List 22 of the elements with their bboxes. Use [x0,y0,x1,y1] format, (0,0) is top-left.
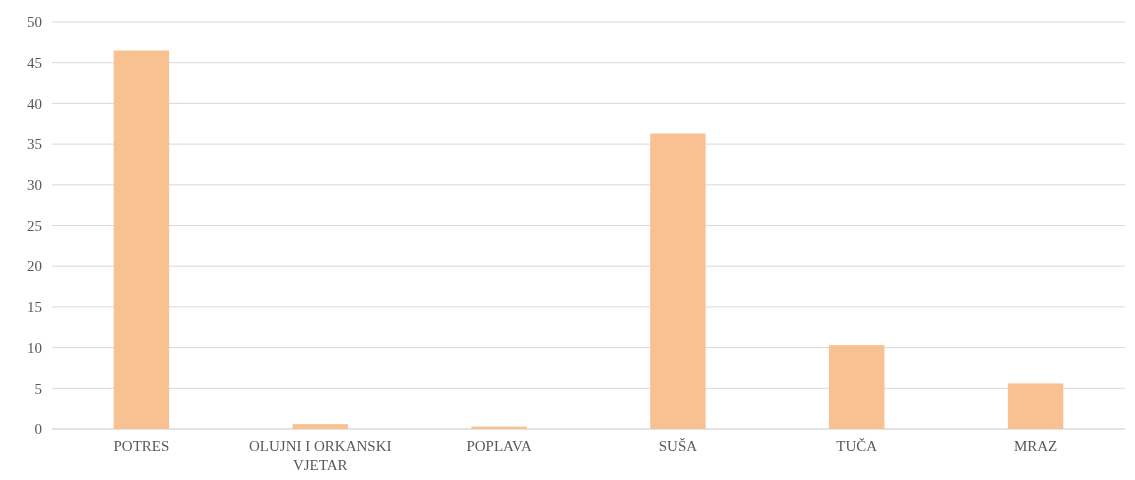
y-tick-label: 40 [27,95,42,112]
bar [829,345,885,429]
y-tick-label: 30 [27,177,42,194]
x-tick-label: POPLAVA [466,438,532,454]
x-tick-label: SUŠA [658,438,698,454]
bar [650,133,706,429]
x-tick-label: POTRES [113,438,170,454]
x-tick-label: MRAZ [1013,438,1058,454]
y-tick-label: 45 [27,54,42,71]
x-tick-label: OLUJNI I ORKANSKI VJETAR [249,438,392,473]
x-tick-label: TUČA [836,438,878,454]
y-tick-label: 35 [27,136,42,153]
bar [292,424,348,429]
bar [113,50,170,429]
y-tick-label: 20 [27,258,42,275]
bar [1007,383,1064,429]
y-tick-label: 50 [27,14,42,31]
y-tick-label: 10 [27,339,42,356]
y-tick-label: 0 [34,421,42,438]
y-tick-label: 15 [27,299,42,316]
y-tick-label: 5 [34,380,42,397]
y-tick-label: 25 [27,217,42,234]
